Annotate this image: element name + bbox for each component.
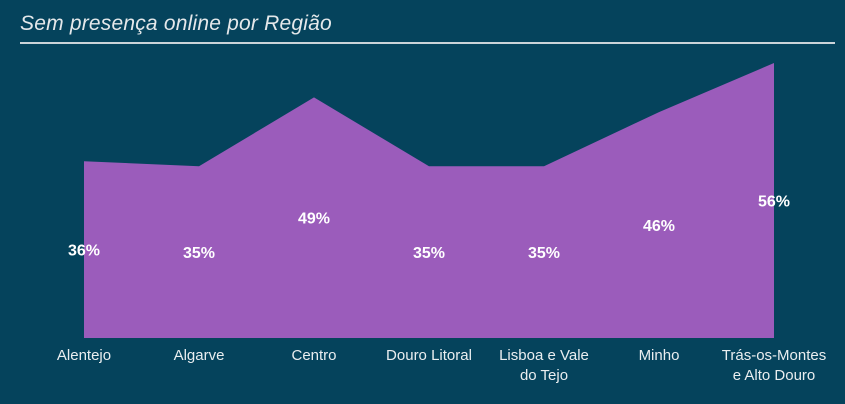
x-axis-label: Alentejo: [56, 347, 112, 364]
x-axis-label: Algarve: [173, 347, 225, 364]
value-label: 36%: [68, 243, 100, 260]
x-axis-label: Minho: [638, 347, 680, 364]
chart-title: Sem presença online por Região: [20, 12, 332, 35]
value-label: 35%: [183, 245, 215, 262]
x-axis-label: Centro: [291, 347, 337, 364]
x-axis-label: Douro Litoral: [386, 347, 472, 364]
area-series: [84, 63, 774, 338]
value-label: 35%: [528, 245, 560, 262]
x-axis-label: Lisboa e Vale do Tejo: [499, 347, 589, 384]
value-label: 56%: [758, 194, 790, 211]
value-label: 49%: [298, 211, 330, 228]
x-axis-label: Trás-os-Montes e Alto Douro: [721, 347, 827, 384]
title-underline: [20, 42, 835, 44]
value-label: 35%: [413, 245, 445, 262]
value-label: 46%: [643, 218, 675, 235]
